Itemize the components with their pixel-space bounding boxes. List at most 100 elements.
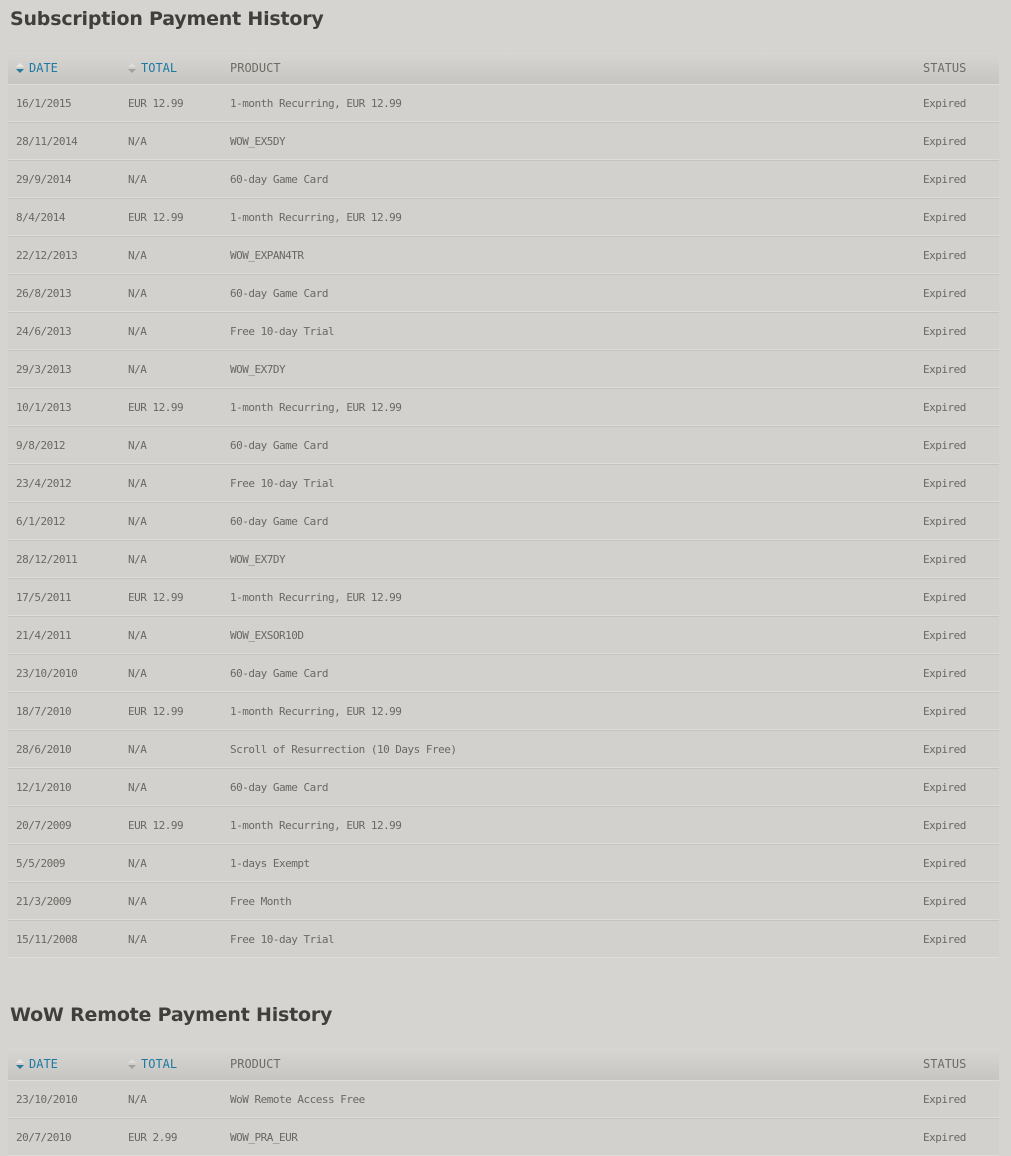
table-row: 15/11/2008 N/A Free 10-day Trial Expired — [8, 920, 999, 958]
table-row: 21/3/2009 N/A Free Month Expired — [8, 882, 999, 920]
status-cell: Expired — [923, 96, 966, 110]
product-cell: 60-day Game Card — [230, 286, 328, 300]
table-row: 21/4/2011 N/A WOW_EXSOR10D Expired — [8, 616, 999, 654]
date-cell: 16/1/2015 — [16, 96, 72, 110]
total-cell: N/A — [128, 362, 147, 376]
product-cell: 1-month Recurring, EUR 12.99 — [230, 590, 402, 604]
date-cell: 9/8/2012 — [16, 438, 65, 452]
date-cell: 23/4/2012 — [16, 476, 72, 490]
column-label-product: PRODUCT — [230, 61, 281, 75]
table-row: 22/12/2013 N/A WOW_EXPAN4TR Expired — [8, 236, 999, 274]
date-cell: 5/5/2009 — [16, 856, 65, 870]
date-cell: 24/6/2013 — [16, 324, 72, 338]
total-cell: EUR 12.99 — [128, 210, 184, 224]
sort-arrows-icon[interactable] — [16, 63, 24, 73]
column-header-date[interactable]: DATE — [8, 1057, 128, 1071]
column-header-total[interactable]: TOTAL — [128, 1057, 230, 1071]
status-cell: Expired — [923, 514, 966, 528]
total-cell: N/A — [128, 172, 147, 186]
status-cell: Expired — [923, 400, 966, 414]
column-label-status: STATUS — [923, 1057, 967, 1071]
product-cell: 60-day Game Card — [230, 438, 328, 452]
wow-remote-payment-history-section: WoW Remote Payment History DATE TOTAL PR… — [0, 1004, 1011, 1156]
total-cell: EUR 12.99 — [128, 704, 184, 718]
sort-arrows-icon[interactable] — [128, 63, 136, 73]
status-cell: Expired — [923, 286, 966, 300]
total-cell: N/A — [128, 286, 147, 300]
total-cell: N/A — [128, 134, 147, 148]
status-cell: Expired — [923, 704, 966, 718]
total-cell: N/A — [128, 666, 147, 680]
column-label-date: DATE — [29, 1057, 58, 1071]
table-row: 10/1/2013 EUR 12.99 1-month Recurring, EUR… — [8, 388, 999, 426]
status-cell: Expired — [923, 362, 966, 376]
product-cell: 1-month Recurring, EUR 12.99 — [230, 818, 402, 832]
table-row: 16/1/2015 EUR 12.99 1-month Recurring, EUR… — [8, 85, 999, 122]
subscription-payment-history-section: Subscription Payment History DATE TOTAL … — [8, 8, 999, 958]
table-row: 28/6/2010 N/A Scroll of Resurrection (10 D… — [8, 730, 999, 768]
table-row: 18/7/2010 EUR 12.99 1-month Recurring, EUR… — [8, 692, 999, 730]
product-cell: 60-day Game Card — [230, 514, 328, 528]
column-header-total[interactable]: TOTAL — [128, 61, 230, 75]
table-row: 23/10/2010 N/A 60-day Game Card Expired — [8, 654, 999, 692]
status-cell: Expired — [923, 780, 966, 794]
section-title: WoW Remote Payment History — [10, 1004, 333, 1026]
status-cell: Expired — [923, 856, 966, 870]
status-cell: Expired — [923, 134, 966, 148]
total-cell: EUR 2.99 — [128, 1130, 177, 1144]
column-header-product: PRODUCT — [230, 1057, 923, 1071]
status-cell: Expired — [923, 172, 966, 186]
product-cell: WOW_EX7DY — [230, 362, 286, 376]
table-row: 24/6/2013 N/A Free 10-day Trial Expired — [8, 312, 999, 350]
total-cell: EUR 12.99 — [128, 400, 184, 414]
status-cell: Expired — [923, 628, 966, 642]
table-row: 8/4/2014 EUR 12.99 1-month Recurring, EUR … — [8, 198, 999, 236]
product-cell: 60-day Game Card — [230, 666, 328, 680]
status-cell: Expired — [923, 894, 966, 908]
date-cell: 23/10/2010 — [16, 1092, 78, 1106]
date-cell: 15/11/2008 — [16, 932, 78, 946]
date-cell: 21/4/2011 — [16, 628, 72, 642]
product-cell: 60-day Game Card — [230, 780, 328, 794]
column-header-status: STATUS — [923, 61, 999, 75]
sort-arrows-icon[interactable] — [128, 1059, 136, 1069]
column-header-status: STATUS — [923, 1057, 999, 1071]
total-cell: N/A — [128, 476, 147, 490]
product-cell: 1-month Recurring, EUR 12.99 — [230, 704, 402, 718]
date-cell: 10/1/2013 — [16, 400, 72, 414]
total-cell: N/A — [128, 932, 147, 946]
date-cell: 28/11/2014 — [16, 134, 78, 148]
date-cell: 18/7/2010 — [16, 704, 72, 718]
total-cell: N/A — [128, 856, 147, 870]
date-cell: 20/7/2010 — [16, 1130, 72, 1144]
product-cell: WOW_EX7DY — [230, 552, 286, 566]
date-cell: 6/1/2012 — [16, 514, 65, 528]
table-header-row: DATE TOTAL PRODUCT STATUS — [8, 1048, 999, 1081]
status-cell: Expired — [923, 590, 966, 604]
date-cell: 29/3/2013 — [16, 362, 72, 376]
column-header-date[interactable]: DATE — [8, 61, 128, 75]
total-cell: N/A — [128, 894, 147, 908]
total-cell: N/A — [128, 780, 147, 794]
status-cell: Expired — [923, 552, 966, 566]
total-cell: N/A — [128, 324, 147, 338]
table-row: 20/7/2009 EUR 12.99 1-month Recurring, EUR… — [8, 806, 999, 844]
table-header-row: DATE TOTAL PRODUCT STATUS — [8, 52, 999, 85]
date-cell: 29/9/2014 — [16, 172, 72, 186]
status-cell: Expired — [923, 742, 966, 756]
status-cell: Expired — [923, 666, 966, 680]
total-cell: EUR 12.99 — [128, 590, 184, 604]
date-cell: 21/3/2009 — [16, 894, 72, 908]
product-cell: Free 10-day Trial — [230, 476, 335, 490]
total-cell: N/A — [128, 552, 147, 566]
product-cell: Scroll of Resurrection (10 Days Free) — [230, 742, 457, 756]
table-row: 26/8/2013 N/A 60-day Game Card Expired — [8, 274, 999, 312]
date-cell: 23/10/2010 — [16, 666, 78, 680]
date-cell: 8/4/2014 — [16, 210, 65, 224]
column-header-product: PRODUCT — [230, 61, 923, 75]
column-label-date: DATE — [29, 61, 58, 75]
total-cell: N/A — [128, 438, 147, 452]
sort-arrows-icon[interactable] — [16, 1059, 24, 1069]
status-cell: Expired — [923, 248, 966, 262]
